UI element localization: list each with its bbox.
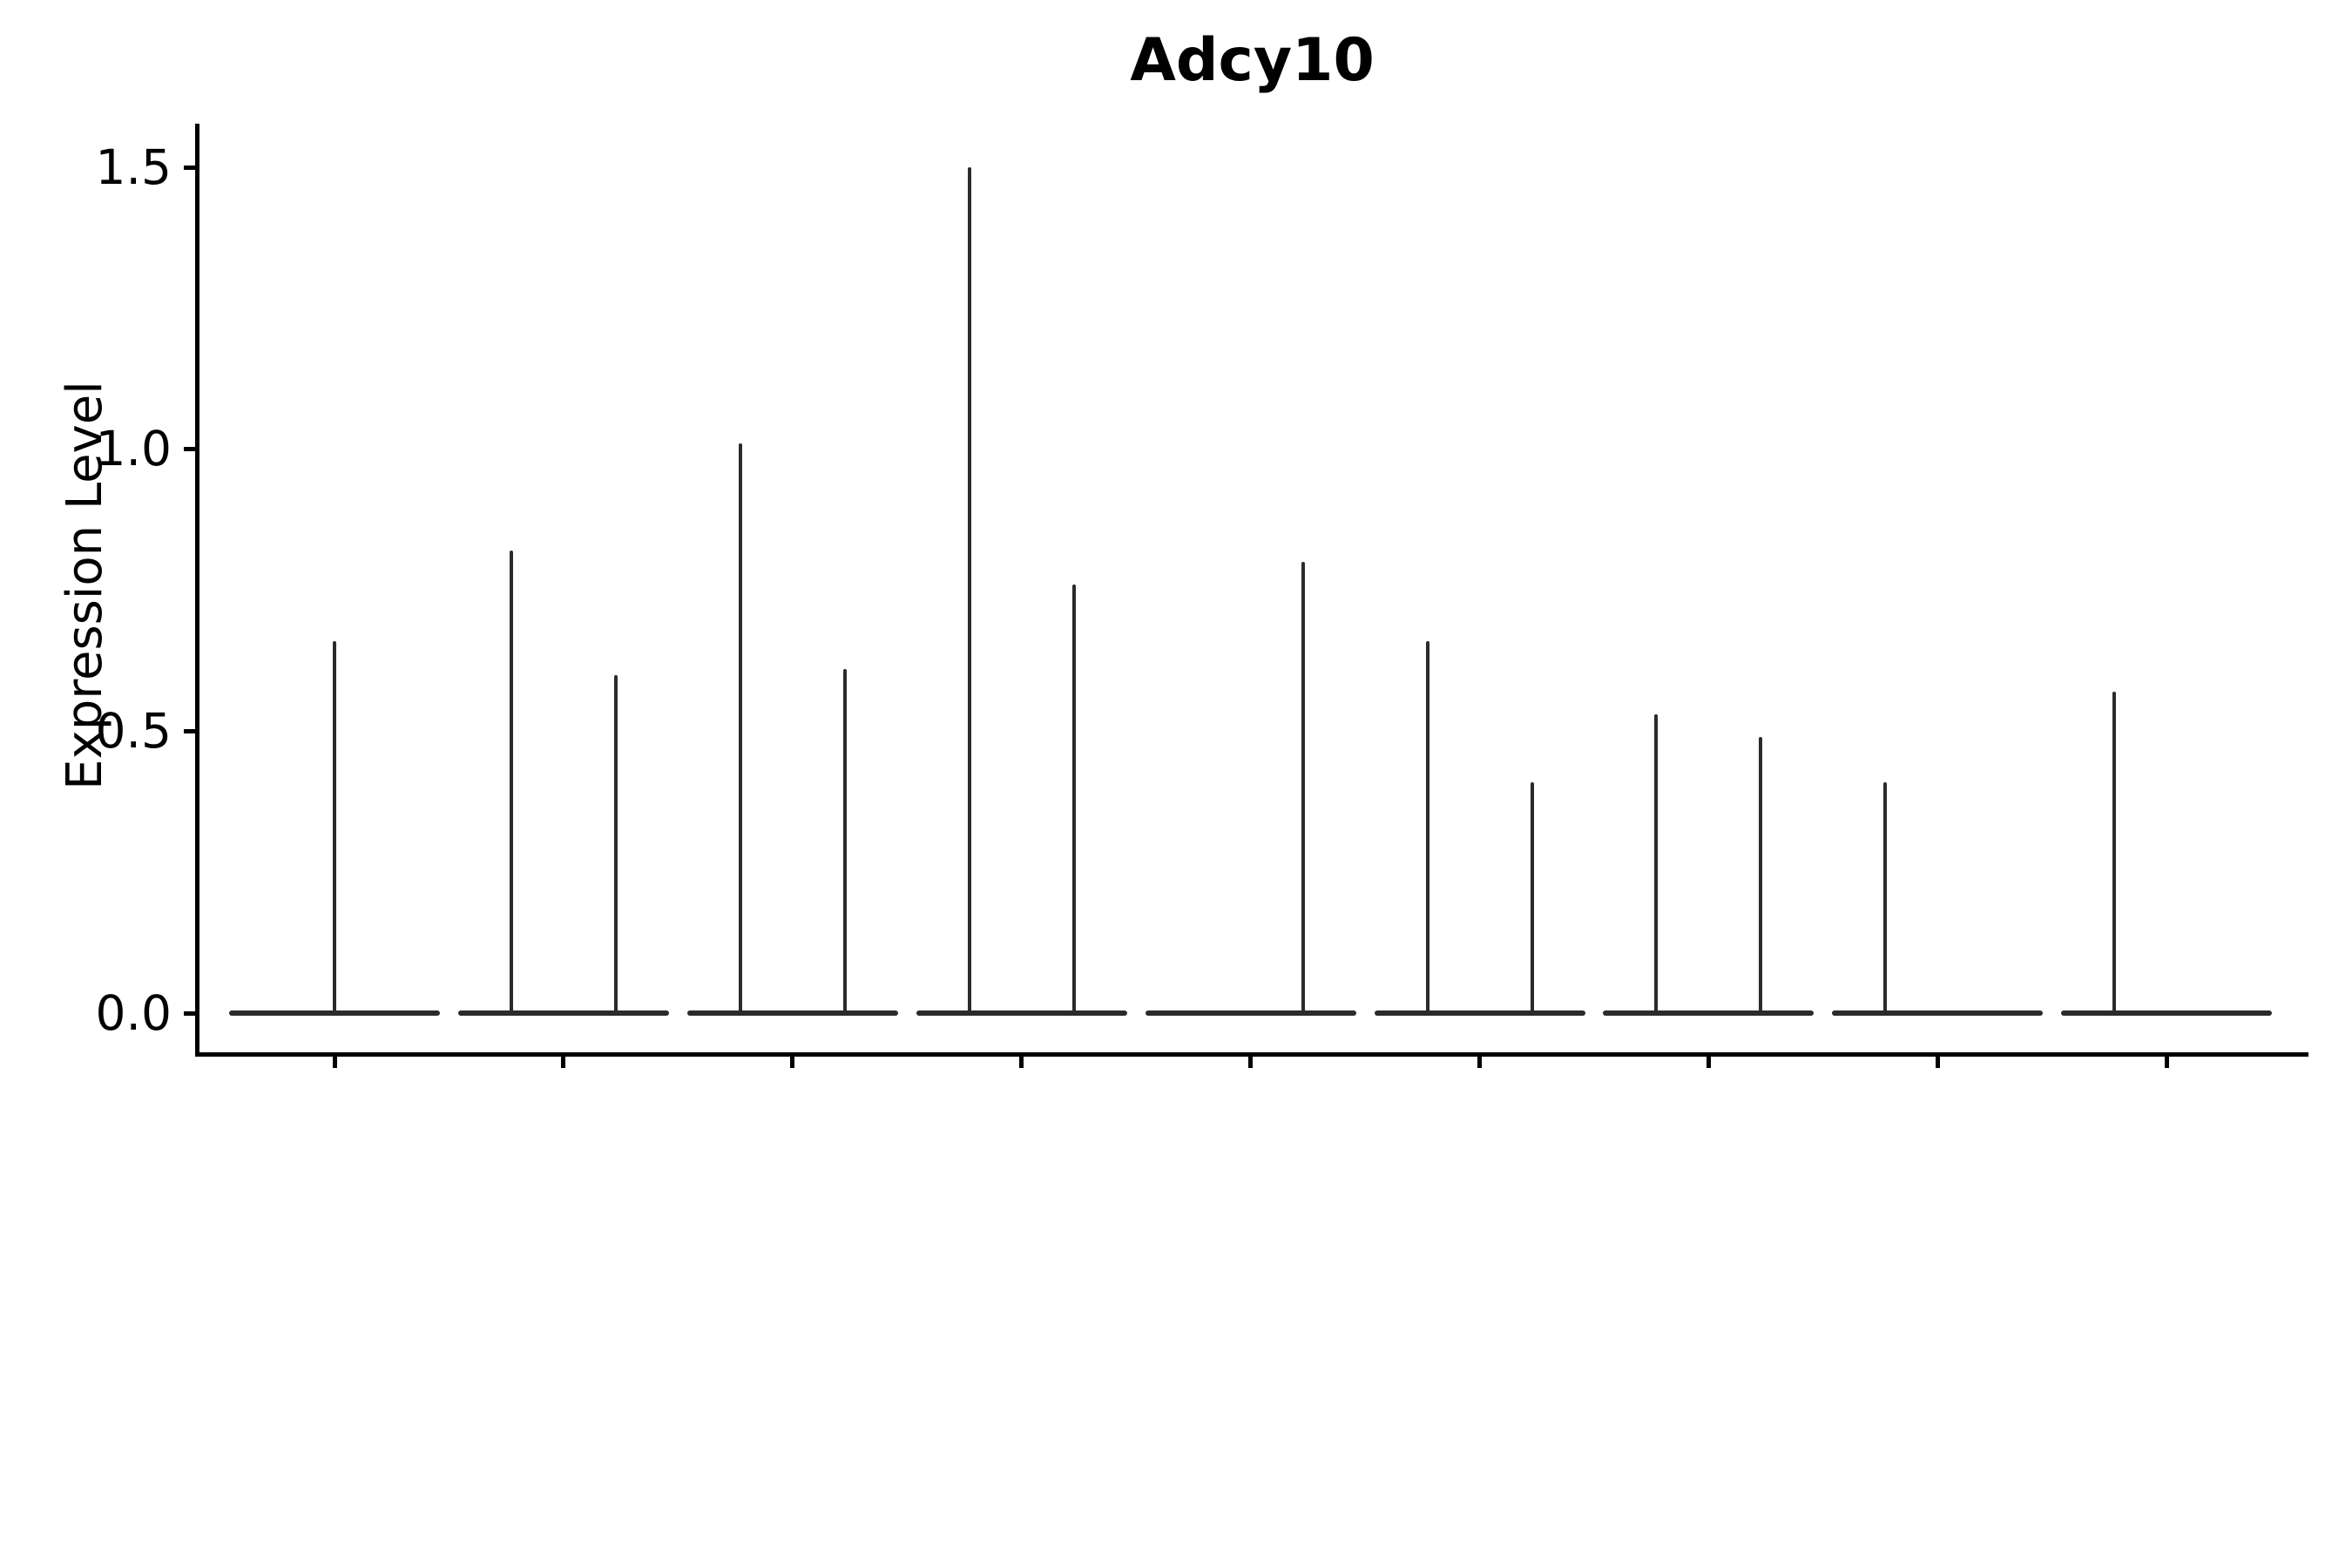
y-tick-label: 1.5 (95, 139, 172, 195)
y-tick-label: 0.0 (95, 984, 172, 1041)
violin-body (1603, 1010, 1815, 1016)
violin-spike (1654, 713, 1659, 1015)
violin-spike (333, 640, 336, 1015)
violin-spike (738, 443, 742, 1015)
x-tick-mark (1706, 1054, 1711, 1068)
violin-body (1145, 1010, 1356, 1016)
violin-spike (613, 674, 618, 1015)
violin-spike (1425, 640, 1429, 1015)
x-tick-mark (1019, 1054, 1024, 1068)
x-tick-mark (2164, 1054, 2169, 1068)
y-axis-spine (195, 124, 199, 1057)
y-tick-mark (184, 447, 198, 452)
x-tick-mark (1248, 1054, 1254, 1068)
y-tick-mark (184, 728, 198, 733)
x-tick-mark (561, 1054, 566, 1068)
violin-spike (1883, 781, 1888, 1015)
y-tick-mark (184, 1010, 198, 1016)
y-tick-label: 0.5 (95, 702, 172, 759)
violin-spike (967, 167, 971, 1015)
violin-spike (2112, 692, 2117, 1015)
violin-spike (1759, 736, 1763, 1015)
violin-body (686, 1010, 898, 1016)
x-tick-mark (1477, 1054, 1482, 1068)
y-axis-label: Expression Level (57, 381, 113, 790)
y-tick-label: 1.0 (95, 421, 172, 477)
violin-body (457, 1010, 669, 1016)
x-tick-mark (332, 1054, 337, 1068)
chart-title: Adcy10 (1130, 26, 1375, 95)
x-tick-mark (790, 1054, 795, 1068)
violin-body (2061, 1010, 2273, 1016)
violin-spike (842, 669, 847, 1015)
violin-spike (1301, 562, 1305, 1015)
violin-spike (1071, 585, 1076, 1015)
violin-body (916, 1010, 1127, 1016)
violin-spike (1530, 781, 1534, 1015)
y-tick-mark (184, 165, 198, 170)
x-tick-mark (1935, 1054, 1940, 1068)
violin-body (1832, 1010, 2044, 1016)
violin-spike (509, 551, 513, 1015)
violin-body (1374, 1010, 1585, 1016)
